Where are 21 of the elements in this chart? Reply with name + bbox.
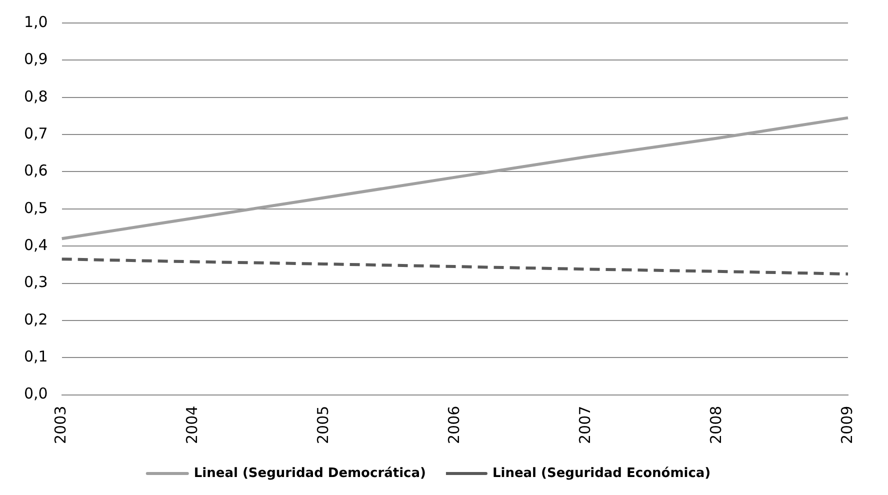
x-tick-label: 2007 [576,406,594,444]
x-tick-label: 2004 [182,406,201,444]
x-tick-label: 2008 [706,406,725,444]
x-tick-label: 2003 [52,406,70,444]
y-tick-label: 0,6 [24,162,48,180]
legend-label: Lineal (Seguridad Económica) [492,466,711,481]
y-tick-label: 0,0 [24,384,48,403]
line-series [60,258,850,276]
y-tick-label: 0,9 [24,50,48,68]
y-tick-label: 0,5 [24,198,48,217]
x-tick-label: 2009 [838,406,856,444]
y-tick-label: 0,4 [24,236,48,254]
y-tick-label: 0,1 [24,348,48,366]
x-tick-label: 2005 [314,406,332,444]
y-tick-label: 1,0 [24,12,48,31]
y-tick-label: 0,8 [24,87,48,106]
y-tick-label: 0,2 [24,310,48,328]
legend-label: Lineal (Seguridad Democrática) [194,466,426,481]
y-tick-label: 0,3 [24,273,48,292]
y-tick-label: 0,7 [24,124,48,142]
x-tick-label: 2006 [444,406,463,444]
